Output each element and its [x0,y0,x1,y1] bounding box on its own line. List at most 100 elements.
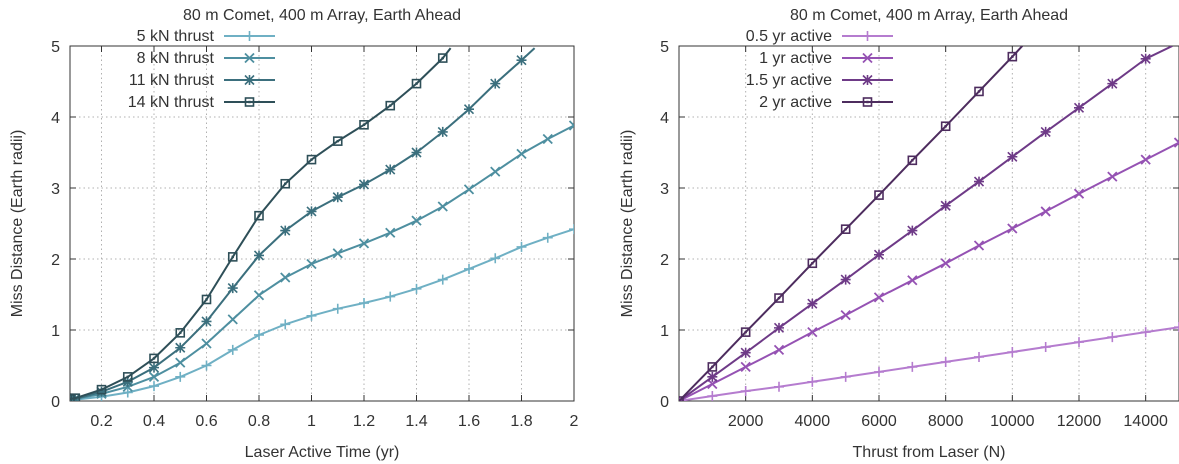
data-point [437,53,448,63]
data-point-dot [777,296,781,300]
data-point [542,133,553,145]
y-tick-label: 2 [51,252,60,269]
axis-ticks: 2000 4000 6000 8000 10000 12000 14000 0 1 2 3 4 5 [660,39,1179,430]
data-point [306,258,317,270]
x-tick-label: 1.4 [405,413,427,430]
y-tick-label: 4 [51,110,60,127]
x-tick-label: 10000 [990,413,1035,430]
data-point [358,238,370,249]
y-tick-label: 3 [51,181,60,198]
data-point [873,292,885,303]
data-point [973,240,985,251]
series-14-kn-thrust [70,47,452,401]
data-point [332,136,343,146]
x-tick-label: 8000 [928,413,964,430]
data-point [907,155,918,166]
data-point [1107,78,1118,89]
data-point [940,356,951,367]
data-point [280,178,291,189]
data-point [306,206,317,217]
data-point [490,166,501,177]
series-0-5-yr-active [679,322,1179,401]
data-point [437,126,448,137]
legend-marker-dot [866,100,869,104]
legend-label: 1 yr active [759,50,832,67]
x-axis-label: Laser Active Time (yr) [245,444,400,461]
series-line [679,46,1024,401]
x-tick-label: 2 [570,413,579,430]
data-point-dot [126,375,129,379]
data-point [201,294,212,305]
data-point-dot [231,255,234,259]
x-tick-label: 0.8 [248,413,270,430]
data-point [773,322,785,333]
data-point [568,120,574,131]
data-point [1140,327,1151,338]
x-tick-label: 6000 [861,413,897,430]
data-point [148,362,160,373]
data-point-dot [100,388,103,391]
data-point [974,351,984,362]
data-point [907,225,918,236]
data-point [707,362,718,372]
data-point [1074,337,1084,348]
data-point [332,192,343,203]
data-point [463,184,475,195]
legend-label: 11 kN thrust [129,72,215,89]
data-point [411,283,422,294]
data-point [385,100,396,111]
y-tick-label: 3 [660,181,669,198]
data-point [227,344,238,355]
data-point-dot [711,365,714,369]
data-point [1073,102,1085,113]
x-tick-label: 1.6 [458,413,480,430]
y-tick-label: 0 [51,394,60,411]
data-point [874,366,884,377]
data-point [70,393,81,401]
data-point [1007,51,1018,62]
data-point [253,250,265,261]
legend-marker [244,97,255,107]
series-line [70,228,574,401]
x-tick-label: 1.8 [510,413,532,430]
legend-marker [862,74,873,86]
data-point-dot [152,357,156,360]
data-point-dot [179,331,182,335]
y-tick-label: 5 [660,39,669,56]
data-point [175,357,186,368]
data-point [1007,151,1018,162]
data-point [463,104,475,115]
series-8-kn-thrust [70,120,574,401]
legend: 5 kN thrust 8 kN thrust 11 kN thrust 14 kN … [128,28,275,111]
legend-label: 14 kN thrust [128,94,215,111]
data-point [940,258,951,269]
x-tick-label: 14000 [1123,413,1168,430]
legend-marker [862,52,873,64]
series-line [679,46,1173,401]
data-point [253,290,265,301]
data-point [411,215,422,226]
data-point [490,253,501,264]
data-point [122,376,133,387]
data-point-dot [1011,55,1014,58]
data-point [201,360,212,371]
data-point [1140,154,1151,165]
data-point [874,190,884,200]
y-tick-label: 0 [660,394,669,411]
data-point [358,179,370,190]
data-point [359,298,369,309]
data-point [1040,206,1051,217]
data-point [306,154,317,165]
data-point [1140,53,1151,64]
plot-frame [678,45,1179,402]
data-point-dot [844,227,847,231]
data-point [840,224,851,234]
data-point-dot [911,159,914,162]
data-point [907,275,918,286]
data-point [516,241,527,252]
x-tick-label: 4000 [795,413,831,430]
data-point [149,381,159,392]
chart-title: 80 m Comet, 400 m Array, Earth Ahead [790,7,1068,24]
data-point-dot [877,193,881,197]
data-point [122,387,133,398]
